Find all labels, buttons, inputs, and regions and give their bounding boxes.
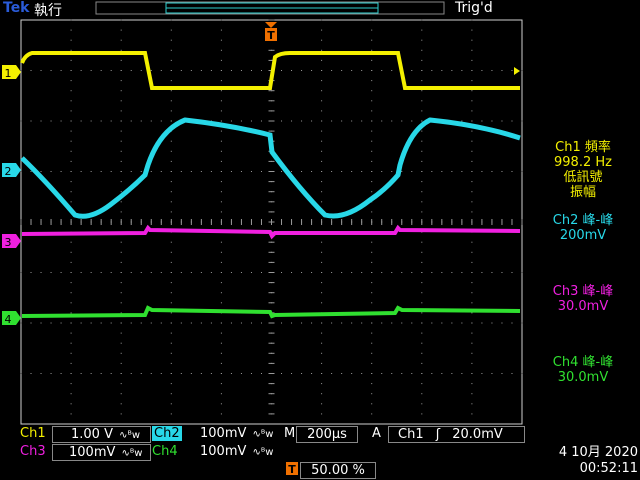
bandwidth-limit-icon: ∿ᴮw	[119, 430, 141, 441]
ch1-scale-box[interactable]: 1.00 V ∿ᴮw	[52, 426, 151, 443]
timebase-prefix: M	[284, 426, 296, 441]
svg-text:T: T	[267, 29, 275, 42]
svg-text:T: T	[288, 463, 296, 476]
date-readout: 4 10月 2020	[558, 445, 638, 460]
measurement-3-label: Ch3 峰-峰	[552, 284, 614, 299]
ch2-scale: 100mV	[200, 426, 247, 441]
brand-logo: Tek	[3, 0, 30, 16]
ch1-scale: 1.00 V	[71, 427, 113, 442]
measurement-2: Ch2 峰-峰 200mV	[528, 213, 638, 243]
trigger-status-label: Trig'd	[455, 0, 493, 16]
svg-text:3: 3	[5, 236, 12, 249]
ch3-readout[interactable]: Ch3	[20, 444, 46, 459]
svg-text:2: 2	[5, 165, 12, 178]
ch2-scale-box[interactable]: 100mV ∿ᴮw	[182, 426, 282, 441]
measurement-1-note1: 低訊號	[563, 170, 603, 185]
ch4-scale: 100mV	[200, 444, 247, 459]
time-readout: 00:52:11	[579, 461, 638, 476]
timebase-readout[interactable]: 200µs	[296, 426, 358, 443]
measurement-2-value: 200mV	[559, 228, 607, 243]
record-window-frame	[95, 1, 445, 15]
svg-text:1: 1	[5, 67, 12, 80]
ch4-scale-box[interactable]: 100mV ∿ᴮw	[182, 444, 282, 459]
trigger-position-icon	[286, 462, 298, 475]
trigger-mode: A	[372, 426, 381, 441]
graticule-grid	[20, 19, 523, 415]
bandwidth-limit-icon: ∿ᴮw	[121, 448, 143, 459]
measurement-1-note2: 振幅	[569, 185, 596, 200]
measurement-2-label: Ch2 峰-峰	[552, 213, 614, 228]
ch3-scale: 100mV	[69, 445, 116, 460]
trigger-readout[interactable]: Ch1 ʃ 20.0mV	[388, 426, 525, 443]
ch4-name[interactable]: Ch4	[152, 444, 178, 459]
svg-text:4: 4	[5, 313, 12, 326]
measurement-3: Ch3 峰-峰 30.0mV	[528, 284, 638, 314]
bandwidth-limit-icon: ∿ᴮw	[252, 447, 274, 458]
ch1-ground-marker: 1	[2, 65, 21, 80]
trigger-position-readout[interactable]: 50.00 %	[300, 462, 376, 479]
measurement-4-value: 30.0mV	[557, 370, 609, 385]
measurement-1: Ch1 頻率 998.2 Hz 低訊號 振幅	[528, 140, 638, 200]
trigger-source: Ch1	[398, 427, 424, 442]
trigger-level-marker	[514, 67, 520, 75]
ch3-waveform	[21, 224, 521, 240]
run-state-label: 執行	[34, 3, 62, 19]
measurement-4: Ch4 峰-峰 30.0mV	[528, 355, 638, 385]
trigger-position-marker: T	[265, 22, 277, 42]
trigger-slope-icon: ʃ	[435, 427, 441, 442]
bandwidth-limit-icon: ∿ᴮw	[252, 429, 274, 440]
measurement-1-value: 998.2 Hz	[554, 155, 612, 170]
ch2-ground-marker: 2	[2, 163, 21, 178]
ch4-waveform	[21, 305, 521, 319]
ch2-name[interactable]: Ch2	[152, 426, 182, 441]
measurement-1-label: Ch1 頻率	[555, 140, 611, 155]
ch2-waveform	[20, 117, 521, 219]
ch3-ground-marker: 3	[2, 234, 21, 249]
ch4-ground-marker: 4	[2, 311, 21, 326]
ch1-readout[interactable]: Ch1	[20, 426, 46, 441]
trigger-level: 20.0mV	[452, 427, 503, 442]
ch1-name: Ch1	[20, 426, 46, 441]
measurement-4-label: Ch4 峰-峰	[552, 355, 614, 370]
ch1-waveform	[20, 51, 520, 90]
ch3-name: Ch3	[20, 444, 46, 459]
ch3-scale-box[interactable]: 100mV ∿ᴮw	[52, 444, 151, 461]
measurement-3-value: 30.0mV	[557, 299, 609, 314]
